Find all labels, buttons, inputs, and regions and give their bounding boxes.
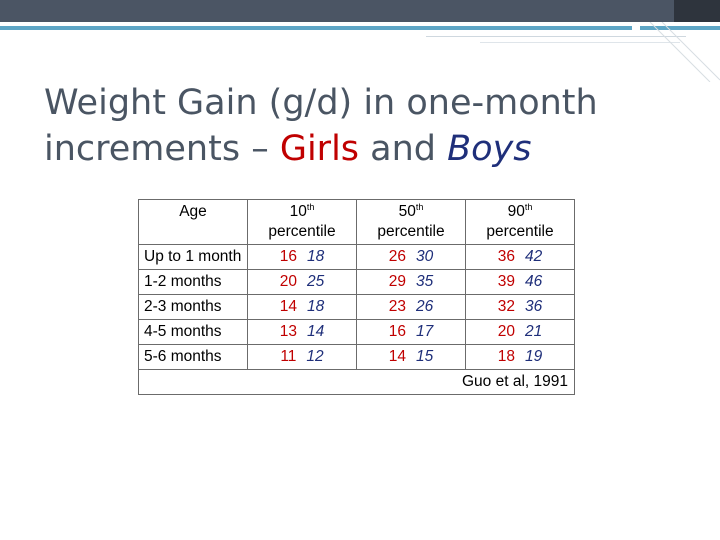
header-age-label: Age — [179, 203, 207, 220]
p90-cell: 39 46 — [465, 269, 575, 295]
decor-thin-line — [426, 36, 686, 37]
girls-value: 16 — [279, 248, 297, 265]
header-p10: 10th percentile — [247, 199, 357, 245]
boys-value: 19 — [525, 348, 543, 365]
p90-cell: 32 36 — [465, 294, 575, 320]
p10-cell: 13 14 — [247, 319, 357, 345]
top-decor-bar-dark — [674, 0, 720, 22]
header-p50-sup: th — [415, 201, 424, 212]
boys-value: 42 — [525, 248, 543, 265]
age-cell: 4-5 months — [138, 319, 248, 345]
header-p10-num: 10 — [289, 203, 307, 220]
p10-cell: 14 18 — [247, 294, 357, 320]
p10-cell: 20 25 — [247, 269, 357, 295]
boys-value: 36 — [525, 298, 543, 315]
girls-value: 16 — [388, 323, 406, 340]
boys-value: 18 — [307, 298, 325, 315]
header-p50-sub: percentile — [377, 223, 445, 240]
p50-cell: 29 35 — [356, 269, 466, 295]
p90-cell: 18 19 — [465, 344, 575, 370]
decor-diagonal-lines — [649, 22, 720, 82]
p90-cell: 36 42 — [465, 244, 575, 270]
header-age: Age — [138, 199, 248, 245]
p10-cell: 16 18 — [247, 244, 357, 270]
header-p50: 50th percentile — [356, 199, 466, 245]
p10-cell: 11 12 — [247, 344, 357, 370]
p90-cell: 20 21 — [465, 319, 575, 345]
boys-value: 30 — [416, 248, 434, 265]
boys-value: 15 — [416, 348, 434, 365]
slide-title: Weight Gain (g/d) in one-month increment… — [44, 80, 684, 172]
boys-value: 12 — [306, 348, 324, 365]
p50-cell: 26 30 — [356, 244, 466, 270]
p50-cell: 14 15 — [356, 344, 466, 370]
decor-thin-line-2 — [480, 42, 680, 43]
accent-line-left — [0, 26, 632, 30]
girls-value: 20 — [497, 323, 515, 340]
weight-gain-table: Age 10th percentile 50th percentile 90th… — [138, 199, 575, 395]
table-row: 1-2 months 20 25 29 35 39 46 — [138, 269, 575, 295]
girls-value: 26 — [388, 248, 406, 265]
boys-value: 21 — [525, 323, 543, 340]
title-boys: Boys — [447, 129, 532, 169]
header-p90-num: 90 — [507, 203, 525, 220]
accent-line-right — [640, 26, 720, 30]
boys-value: 46 — [525, 273, 543, 290]
table-row: 2-3 months 14 18 23 26 32 36 — [138, 294, 575, 320]
table-row: Up to 1 month 16 18 26 30 36 42 — [138, 244, 575, 270]
title-girls: Girls — [279, 129, 360, 169]
boys-value: 18 — [307, 248, 325, 265]
boys-value: 25 — [307, 273, 325, 290]
source-citation: Guo et al, 1991 — [138, 369, 575, 395]
title-line-1: Weight Gain (g/d) in one-month — [44, 83, 598, 123]
girls-value: 11 — [280, 348, 297, 365]
header-p10-sub: percentile — [268, 223, 336, 240]
girls-value: 13 — [279, 323, 297, 340]
girls-value: 29 — [388, 273, 406, 290]
boys-value: 14 — [307, 323, 325, 340]
boys-value: 26 — [416, 298, 434, 315]
header-p90: 90th percentile — [465, 199, 575, 245]
boys-value: 17 — [416, 323, 434, 340]
header-p90-sup: th — [524, 201, 533, 212]
girls-value: 23 — [388, 298, 406, 315]
girls-value: 36 — [497, 248, 515, 265]
header-p10-sup: th — [306, 201, 315, 212]
age-cell: 2-3 months — [138, 294, 248, 320]
top-decor-bar — [0, 0, 720, 22]
age-cell: 1-2 months — [138, 269, 248, 295]
table-header-row: Age 10th percentile 50th percentile 90th… — [138, 199, 575, 245]
girls-value: 32 — [497, 298, 515, 315]
title-and: and — [359, 129, 448, 169]
girls-value: 39 — [497, 273, 515, 290]
p50-cell: 16 17 — [356, 319, 466, 345]
age-cell: 5-6 months — [138, 344, 248, 370]
header-p50-num: 50 — [398, 203, 416, 220]
boys-value: 35 — [416, 273, 434, 290]
p50-cell: 23 26 — [356, 294, 466, 320]
header-p90-sub: percentile — [486, 223, 554, 240]
table-row: 5-6 months 11 12 14 15 18 19 — [138, 344, 575, 370]
table-row: 4-5 months 13 14 16 17 20 21 — [138, 319, 575, 345]
age-cell: Up to 1 month — [138, 244, 248, 270]
source-row: Guo et al, 1991 — [138, 369, 575, 395]
girls-value: 20 — [279, 273, 297, 290]
title-line-2-prefix: increments – — [44, 129, 280, 169]
girls-value: 14 — [388, 348, 406, 365]
girls-value: 14 — [279, 298, 297, 315]
girls-value: 18 — [497, 348, 515, 365]
